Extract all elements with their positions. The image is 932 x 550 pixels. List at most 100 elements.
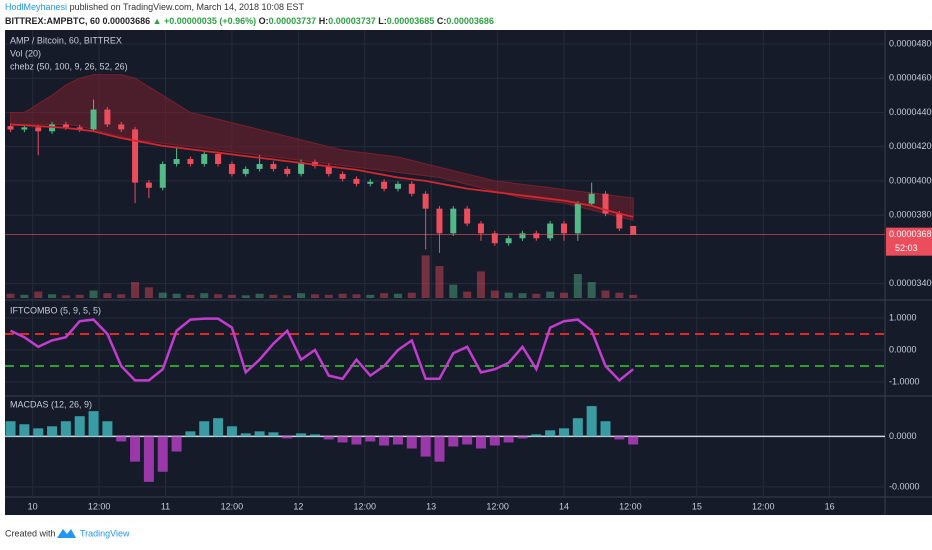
histogram-bar [558,428,569,437]
histogram-bar [600,421,611,437]
volume-bar [172,293,181,298]
histogram-bar [47,426,58,437]
y-tick-label: 0.00004200 [889,141,932,151]
countdown: 52:03 [895,243,918,253]
volume-bar [297,293,306,298]
histogram-bar [586,406,597,437]
histogram-bar [406,436,417,449]
candle-body [325,166,332,174]
y-tick-label: 0.00004600 [889,73,932,83]
volume-bar [131,282,140,298]
volume-bar [532,293,541,298]
candle-body [270,163,277,169]
candle-body [187,159,194,164]
candle-body [422,193,429,209]
indicator-label: Vol (20) [10,48,41,58]
volume-bar [421,255,430,298]
volume-bar [324,294,333,298]
volume-bar [449,284,458,298]
histogram-bar [392,436,403,445]
x-tick-label: 12:00 [619,501,642,511]
histogram-bar [351,436,362,445]
histogram-bar [213,418,224,437]
candle-body [284,168,291,174]
header-line-2: BITTREX:AMPBTC, 60 0.00003686 ▲ +0.00000… [5,16,494,26]
pane-title: MACDAS (12, 26, 9) [10,399,92,409]
candle-body [132,129,139,183]
y-tick-label: -1.0000 [889,376,920,386]
y-tick-label: 0.00004400 [889,107,932,117]
y-tick-label: 0.0000 [889,431,917,441]
histogram-bar [171,436,182,452]
candle-body [560,223,567,234]
volume-bar [34,291,43,298]
candle-body [35,127,42,132]
volume-bar [338,293,347,298]
y-tick-label: 0.00004000 [889,175,932,185]
candle-body [588,193,595,204]
ohlc-value: 0.00003737 [269,16,317,26]
histogram-bar [489,436,500,446]
volume-bar [103,293,112,298]
histogram-bar [379,436,390,446]
histogram-bar [19,424,30,437]
candle-body [477,223,484,234]
ohlc-value: 0.00003685 [387,16,435,26]
candle-body [450,208,457,234]
volume-bar [214,294,223,298]
candle-body [408,183,415,194]
histogram-bar [60,421,71,437]
candle-body [118,124,125,130]
volume-bar [573,274,582,298]
candle-body [547,223,554,239]
volume-bar [283,295,292,298]
y-tick-label: -0.0000 [889,481,920,491]
candle-body [7,126,14,130]
candle-body [381,181,388,189]
candle-body [519,233,526,239]
candle-body [298,162,305,174]
ohlc-key: O: [259,16,269,26]
histogram-bar [517,436,528,439]
histogram-bar [614,436,625,440]
x-tick-label: 10 [28,501,38,511]
change: ▲ +0.00000035 (+0.96%) [153,16,256,26]
histogram-bar [365,436,376,442]
histogram-bar [240,433,251,437]
volume-bar [601,290,610,298]
histogram-bar [254,431,265,437]
histogram-bar [420,436,431,457]
volume-bar [366,294,375,298]
histogram-bar [143,436,154,482]
x-tick-label: 12:00 [88,501,111,511]
volume-bar [48,294,57,298]
histogram-bar [462,436,473,445]
author: HodlMeyhanesi [5,2,67,12]
ohlc-value: 0.00003737 [328,16,376,26]
histogram-bar [296,433,307,437]
histogram-bar [5,421,16,437]
brand-logo [57,529,76,538]
volume-bar [476,271,485,298]
y-tick-label: 1.0000 [889,312,917,322]
candle-body [104,109,111,125]
ohlc-value: 0.00003686 [446,16,494,26]
volume-bar [186,294,195,298]
histogram-bar [282,436,293,439]
volume-bar [255,293,264,298]
pane-title: AMP / Bitcoin, 60, BITTREX [10,35,122,45]
volume-bar [61,295,70,298]
histogram-bar [116,436,127,442]
histogram-bar [323,436,334,440]
ohlc-key: C: [437,16,447,26]
candle-body [256,163,263,169]
histogram-bar [130,436,141,462]
candle-body [201,154,208,164]
volume-bar [352,294,361,298]
volume-bar [615,292,624,298]
x-tick-label: 12:00 [752,501,775,511]
candle-body [491,233,498,244]
y-tick-label: 0.00004800 [889,38,932,48]
candle-body [602,193,609,214]
